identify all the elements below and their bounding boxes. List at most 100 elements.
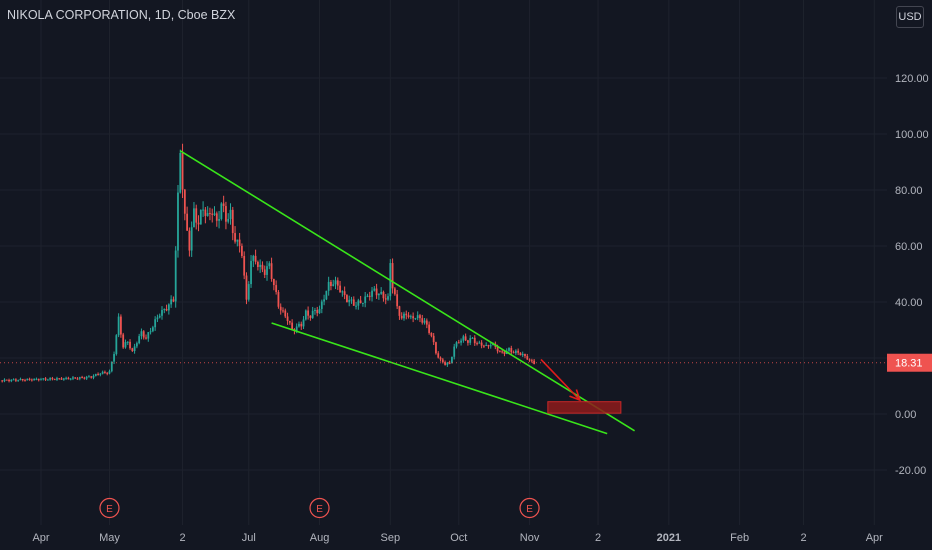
candle-body — [250, 260, 252, 285]
candle-body — [366, 295, 369, 297]
currency-button[interactable]: USD — [896, 6, 924, 28]
candle-body — [300, 323, 303, 327]
candle-body — [261, 264, 264, 270]
candle-body — [88, 376, 90, 378]
candle-body — [521, 353, 524, 356]
candle-body — [117, 316, 120, 336]
earnings-marker[interactable] — [99, 497, 120, 519]
earnings-marker-label: E — [526, 504, 533, 515]
candle-body — [259, 264, 262, 267]
candle-body — [480, 342, 483, 346]
x-tick-label: 2 — [595, 532, 601, 544]
candle-body — [517, 350, 520, 353]
x-tick-label: Sep — [381, 532, 401, 544]
candle-body — [403, 313, 405, 319]
candle-body — [104, 371, 106, 373]
candle-body — [190, 227, 193, 251]
candle-body — [478, 342, 481, 344]
candle-body — [229, 209, 232, 219]
candle-body — [469, 338, 472, 343]
candle-body — [172, 299, 175, 302]
candle-body — [46, 379, 49, 381]
axes: 120.00100.0080.0060.0040.0020.000.00-20.… — [0, 73, 932, 544]
candle-body — [364, 296, 367, 303]
candle-body — [501, 351, 504, 353]
earnings-marker[interactable] — [519, 497, 540, 519]
candle-body — [448, 362, 451, 364]
earnings-marker[interactable] — [309, 497, 330, 519]
candle-body — [409, 316, 412, 318]
candle-body — [227, 218, 230, 222]
candle-body — [332, 284, 335, 286]
candle-body — [147, 332, 150, 339]
candle-body — [40, 379, 42, 381]
candle-body — [451, 356, 453, 363]
candle-body — [483, 345, 485, 347]
candle-body — [142, 331, 145, 338]
candle-body — [528, 359, 531, 361]
candle-body — [113, 354, 115, 362]
candle-body — [453, 346, 456, 357]
candle-body — [65, 377, 68, 379]
candle-body — [101, 371, 104, 374]
target-box[interactable] — [547, 401, 622, 414]
drawings[interactable] — [179, 150, 635, 435]
candle-body — [496, 346, 499, 352]
candle-body — [161, 310, 163, 316]
candle-body — [60, 378, 63, 380]
candle-body — [181, 152, 184, 190]
x-tick-label: Jul — [242, 532, 256, 544]
candle-body — [81, 377, 83, 379]
candle-body — [414, 318, 417, 320]
candle-body — [236, 239, 239, 242]
candle-body — [382, 291, 385, 299]
candle-body — [446, 362, 449, 365]
candle-body — [412, 316, 415, 319]
last-price-tag — [887, 353, 932, 372]
x-tick-label: Apr — [866, 532, 883, 544]
candle-body — [131, 348, 134, 351]
candle-body — [245, 275, 248, 300]
candle-body — [106, 372, 109, 374]
candles — [1, 143, 536, 383]
candle-body — [24, 380, 26, 382]
candle-body — [437, 353, 440, 358]
x-tick-label: Feb — [730, 532, 749, 544]
candle-body — [3, 379, 6, 382]
candle-body — [76, 378, 79, 380]
candle-body — [204, 209, 207, 216]
candle-body — [90, 376, 93, 378]
candle-body — [49, 378, 52, 380]
candle-body — [393, 288, 396, 295]
candle-body — [473, 337, 476, 344]
candle-body — [94, 373, 97, 376]
candle-body — [231, 209, 234, 234]
lower-trendline[interactable] — [271, 322, 608, 435]
candle-body — [133, 346, 136, 351]
down-arrow[interactable] — [540, 358, 581, 401]
candle-body — [206, 213, 209, 216]
candle-body — [165, 308, 168, 311]
candle-body — [357, 300, 360, 306]
candle-body — [334, 280, 337, 285]
candle-body — [343, 291, 346, 296]
candle-body — [396, 294, 399, 307]
candle-body — [21, 378, 24, 381]
candle-body — [85, 376, 88, 379]
candle-body — [58, 378, 61, 380]
candle-body — [320, 301, 323, 309]
candle-body — [202, 209, 204, 211]
x-tick-label: Nov — [520, 532, 540, 544]
candle-body — [444, 362, 446, 365]
candle-body — [197, 222, 200, 225]
candle-body — [302, 319, 305, 327]
upper-trendline[interactable] — [179, 150, 635, 432]
candle-body — [8, 379, 10, 382]
candle-body — [526, 356, 529, 360]
candle-body — [400, 315, 403, 319]
arrow-head[interactable] — [569, 389, 582, 402]
candle-body — [311, 310, 314, 318]
candle-body — [51, 378, 54, 380]
